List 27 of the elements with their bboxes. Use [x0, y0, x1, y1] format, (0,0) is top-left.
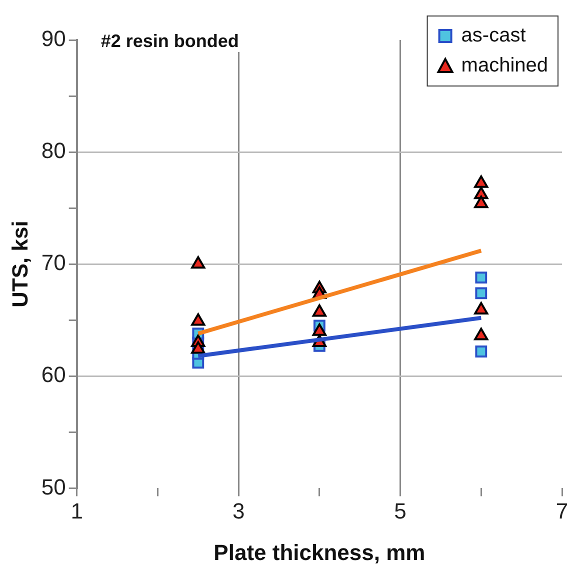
point: [475, 346, 488, 358]
point: [474, 302, 488, 315]
x-tick-label: 1: [70, 498, 83, 524]
chart-title: #2 resin bonded: [100, 30, 239, 51]
y-tick-label: 70: [41, 250, 66, 276]
y-tick-label: 60: [41, 362, 66, 388]
y-tick-label: 50: [41, 474, 66, 500]
x-tick-label: 3: [232, 498, 245, 524]
y-tick-label: 90: [41, 26, 66, 52]
point: [191, 313, 206, 326]
x-tick-label: 5: [394, 498, 406, 524]
point: [474, 175, 488, 188]
point: [474, 186, 488, 200]
point: [312, 323, 326, 336]
point: [191, 256, 206, 269]
point: [475, 287, 488, 300]
legend-label: as-cast: [461, 24, 526, 47]
x-axis-title: Plate thickness, mm: [214, 540, 426, 565]
point: [191, 341, 206, 354]
point: [474, 328, 488, 340]
y-tick-label: 80: [41, 138, 66, 164]
point: [312, 304, 326, 317]
point: [474, 196, 488, 208]
point: [475, 272, 488, 284]
x-tick-label: 7: [556, 498, 568, 524]
legend-label: machined: [461, 54, 548, 77]
y-axis-title: UTS, ksi: [7, 220, 32, 308]
